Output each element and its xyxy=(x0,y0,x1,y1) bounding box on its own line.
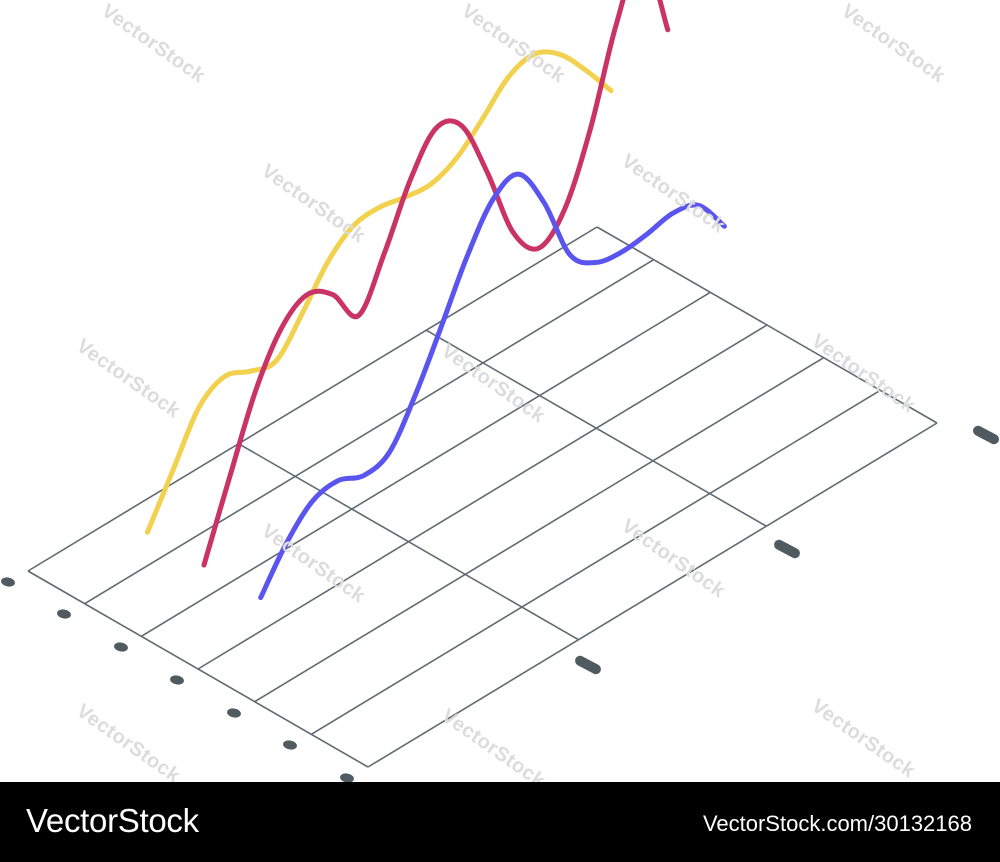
grid-line-depth xyxy=(197,324,768,670)
grid-line-cross xyxy=(238,443,579,641)
axis-tick-mark xyxy=(1,577,15,587)
axis-tick-mark xyxy=(170,675,184,685)
series-line-3 xyxy=(258,171,727,601)
axis-tick-mark xyxy=(57,609,71,619)
grid-line-depth xyxy=(140,291,711,638)
grid-line-depth xyxy=(27,226,598,572)
axis-tick-mark xyxy=(227,708,241,718)
axis-tick-mark xyxy=(973,425,999,445)
grid-line-depth xyxy=(367,422,938,768)
grid-line-cross xyxy=(596,226,938,424)
series-line-1 xyxy=(144,49,614,535)
grid-line-depth xyxy=(84,258,655,605)
chart-area xyxy=(1,0,999,782)
grid-line-cross xyxy=(27,570,369,768)
chart-grid xyxy=(27,226,938,768)
footer-bar: VectorStock VectorStock.com/30132168 xyxy=(0,782,1000,862)
axis-tick-mark xyxy=(283,740,297,750)
grid-line-depth xyxy=(310,389,881,736)
axis-ticks xyxy=(1,425,999,782)
axis-tick-mark xyxy=(575,655,601,675)
axis-tick-mark xyxy=(340,773,354,782)
isometric-line-chart xyxy=(1,0,999,782)
grid-line-depth xyxy=(254,356,825,703)
brand-logo-text: VectorStock xyxy=(26,802,199,839)
axis-tick-mark xyxy=(114,642,128,652)
image-credit: VectorStock.com/30132168 xyxy=(702,811,972,836)
chart-series xyxy=(144,0,727,601)
grid-line-cross xyxy=(425,329,767,527)
series-line-2 xyxy=(201,0,671,568)
axis-tick-mark xyxy=(774,539,800,559)
